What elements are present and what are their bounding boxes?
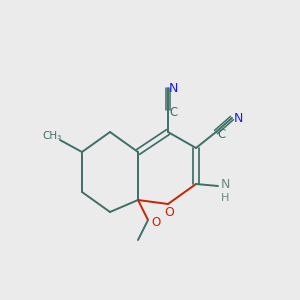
Text: C: C (169, 106, 177, 118)
Text: N: N (233, 112, 243, 125)
Text: N: N (220, 178, 230, 190)
Text: O: O (152, 217, 160, 230)
Text: C: C (217, 128, 225, 140)
Text: O: O (164, 206, 174, 218)
Text: N: N (168, 82, 178, 95)
Text: CH₃: CH₃ (42, 131, 62, 141)
Text: H: H (221, 193, 229, 203)
